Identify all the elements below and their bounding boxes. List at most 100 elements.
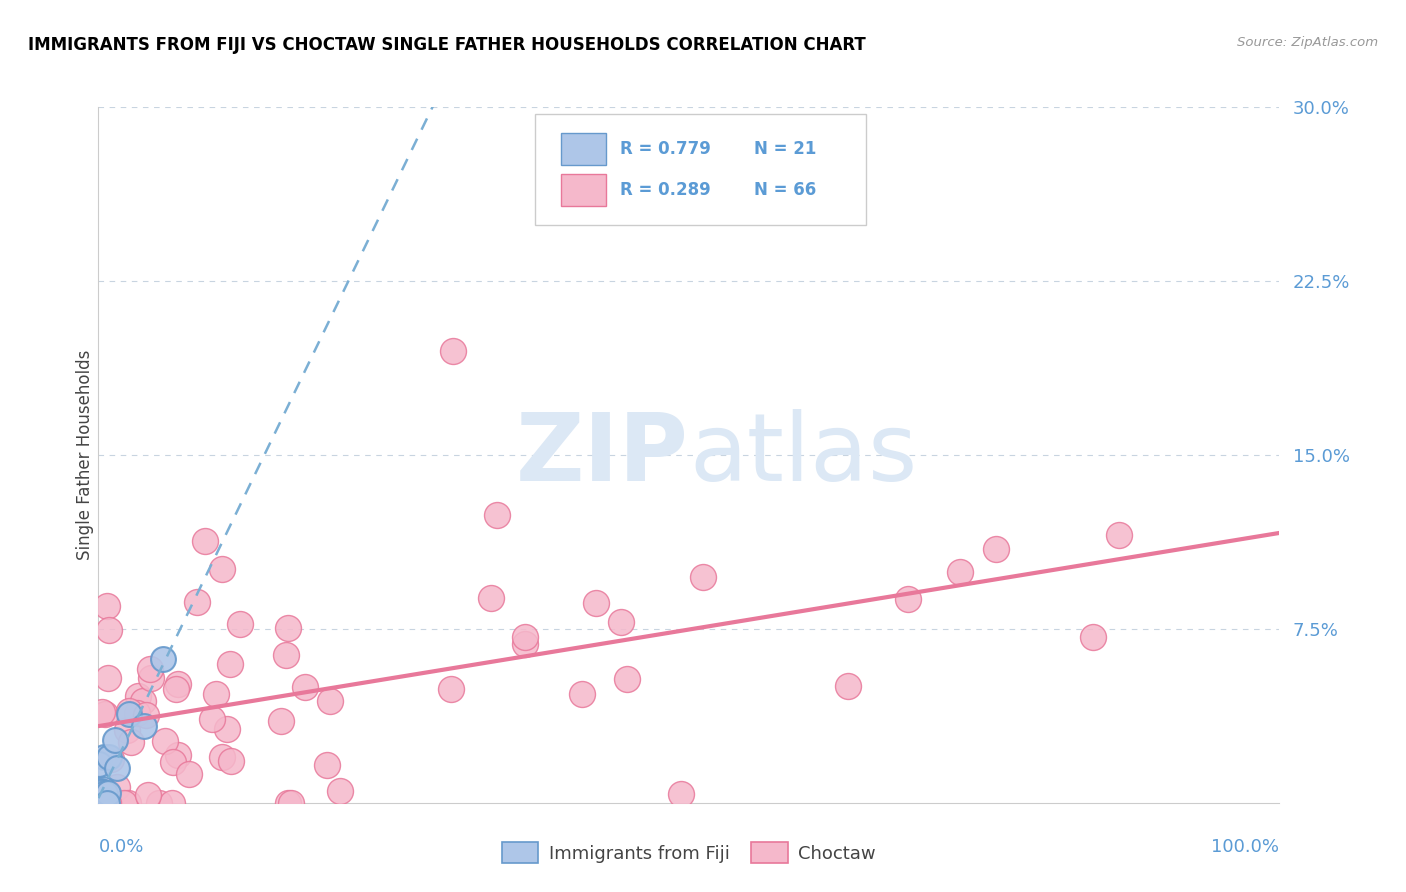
Point: [229, 617, 252, 632]
Point: [319, 694, 342, 708]
Bar: [561, 133, 606, 165]
Point: [132, 694, 155, 708]
Point: [616, 672, 638, 686]
Point: [167, 677, 190, 691]
Point: [115, 723, 138, 737]
Text: atlas: atlas: [689, 409, 917, 501]
Point: [90, 785, 112, 799]
Point: [515, 637, 537, 651]
Point: [104, 733, 127, 747]
Point: [90, 784, 112, 798]
Point: [986, 542, 1008, 557]
Point: [96, 796, 118, 810]
Point: [441, 343, 464, 358]
Point: [201, 712, 224, 726]
Point: [215, 722, 238, 736]
Point: [329, 783, 352, 797]
Point: [837, 679, 859, 693]
Point: [219, 754, 242, 768]
Point: [100, 752, 122, 766]
Point: [897, 591, 920, 606]
Point: [139, 662, 162, 676]
Point: [1083, 630, 1105, 644]
Point: [89, 792, 111, 806]
Point: [1108, 527, 1130, 541]
Point: [118, 706, 141, 721]
Point: [194, 533, 217, 548]
Text: N = 21: N = 21: [754, 140, 817, 158]
Point: [671, 787, 693, 801]
Text: Source: ZipAtlas.com: Source: ZipAtlas.com: [1237, 36, 1378, 49]
Text: N = 66: N = 66: [754, 181, 815, 199]
Point: [117, 796, 139, 810]
Point: [219, 657, 242, 671]
Point: [91, 781, 114, 796]
Point: [316, 757, 339, 772]
Point: [167, 747, 190, 762]
Point: [98, 623, 121, 637]
Point: [97, 786, 120, 800]
Point: [98, 796, 121, 810]
Point: [277, 621, 299, 635]
Point: [87, 757, 110, 772]
Point: [610, 615, 633, 629]
Point: [87, 784, 110, 798]
Point: [90, 796, 112, 810]
Point: [91, 796, 114, 810]
Point: [94, 787, 117, 801]
Point: [141, 671, 163, 685]
Point: [97, 749, 120, 764]
Point: [136, 789, 159, 803]
Text: ZIP: ZIP: [516, 409, 689, 501]
Text: R = 0.289: R = 0.289: [620, 181, 711, 199]
Text: 100.0%: 100.0%: [1212, 838, 1279, 856]
Point: [94, 706, 117, 721]
Point: [692, 569, 714, 583]
Legend: Immigrants from Fiji, Choctaw: Immigrants from Fiji, Choctaw: [495, 835, 883, 871]
Point: [205, 687, 228, 701]
Point: [153, 734, 176, 748]
Point: [270, 714, 292, 729]
Point: [211, 750, 233, 764]
Point: [280, 796, 302, 810]
Point: [105, 780, 128, 795]
Text: IMMIGRANTS FROM FIJI VS CHOCTAW SINGLE FATHER HOUSEHOLDS CORRELATION CHART: IMMIGRANTS FROM FIJI VS CHOCTAW SINGLE F…: [28, 36, 866, 54]
Point: [91, 705, 114, 719]
Point: [162, 755, 184, 769]
Point: [118, 704, 141, 718]
Point: [177, 766, 200, 780]
Point: [949, 566, 972, 580]
Point: [479, 591, 502, 605]
Point: [96, 599, 118, 614]
Point: [486, 508, 509, 523]
Text: 0.0%: 0.0%: [98, 838, 143, 856]
Point: [148, 796, 170, 810]
Point: [112, 796, 135, 810]
Text: R = 0.779: R = 0.779: [620, 140, 711, 158]
Point: [127, 706, 149, 720]
Point: [105, 761, 128, 775]
Point: [165, 681, 187, 696]
Point: [571, 687, 593, 701]
Point: [97, 796, 120, 810]
Point: [127, 689, 149, 703]
Point: [132, 719, 155, 733]
Point: [91, 793, 114, 807]
Point: [120, 735, 142, 749]
Point: [97, 671, 120, 685]
FancyBboxPatch shape: [536, 114, 866, 226]
Point: [585, 596, 607, 610]
Point: [152, 652, 174, 666]
Point: [135, 708, 157, 723]
Point: [186, 595, 208, 609]
Point: [277, 796, 299, 810]
Point: [162, 796, 184, 810]
Point: [211, 562, 233, 576]
Bar: [561, 174, 606, 206]
Y-axis label: Single Father Households: Single Father Households: [76, 350, 94, 560]
Point: [440, 681, 463, 696]
Point: [294, 680, 316, 694]
Point: [274, 648, 297, 663]
Point: [91, 796, 114, 810]
Point: [90, 796, 112, 810]
